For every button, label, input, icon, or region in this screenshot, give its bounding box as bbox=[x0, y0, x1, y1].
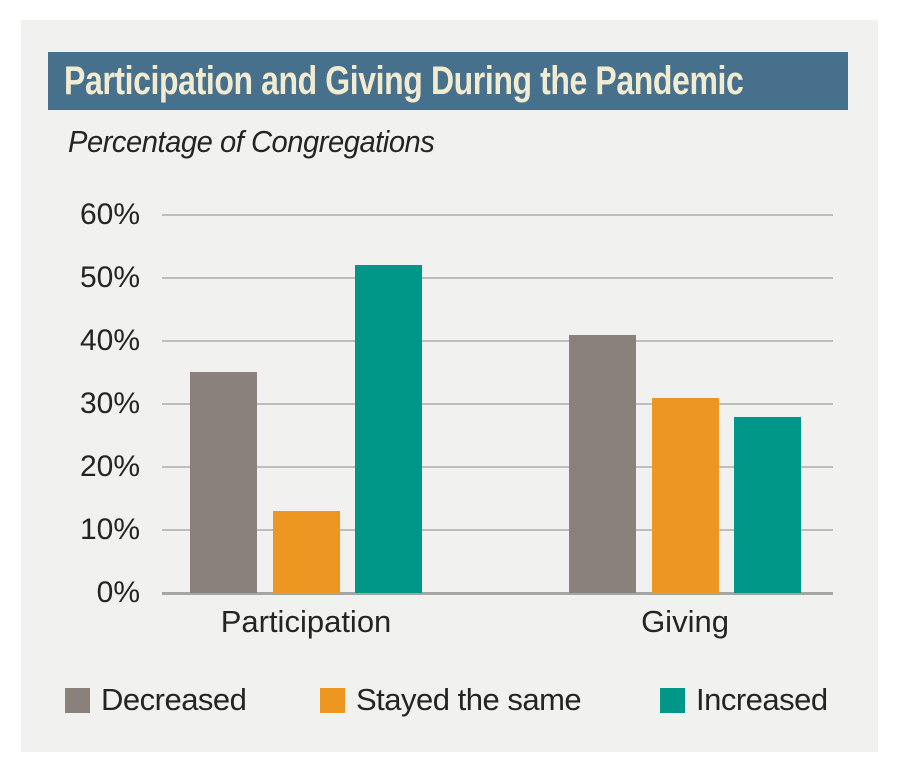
gridline-40 bbox=[162, 340, 833, 342]
y-tick-label-60: 60% bbox=[79, 198, 140, 231]
bar-participation-stayed-the-same bbox=[272, 511, 340, 593]
bar-giving-stayed-the-same bbox=[651, 398, 719, 593]
plot-area bbox=[162, 214, 833, 595]
legend-swatch-increased bbox=[660, 687, 685, 713]
legend-item-increased: Increased bbox=[660, 682, 828, 718]
gridline-10 bbox=[162, 529, 833, 531]
chart-panel: Participation and Giving During the Pand… bbox=[21, 20, 878, 752]
chart-subtitle: Percentage of Congregations bbox=[68, 124, 435, 159]
bar-giving-increased bbox=[734, 417, 801, 593]
title-banner: Participation and Giving During the Pand… bbox=[48, 52, 848, 110]
bar-participation-decreased bbox=[190, 372, 257, 593]
y-tick-label-40: 40% bbox=[79, 324, 140, 357]
y-tick-label-0: 0% bbox=[96, 576, 140, 609]
y-tick-label-50: 50% bbox=[79, 261, 140, 294]
gridline-50 bbox=[162, 277, 833, 279]
legend-swatch-stayed-the-same bbox=[320, 687, 345, 713]
gridline-20 bbox=[162, 466, 833, 468]
x-category-label-participation: Participation bbox=[220, 604, 392, 639]
x-axis-line bbox=[162, 592, 833, 595]
legend-swatch-decreased bbox=[65, 687, 90, 713]
y-tick-label-10: 10% bbox=[79, 513, 140, 546]
y-tick-label-30: 30% bbox=[79, 387, 140, 420]
y-tick-label-20: 20% bbox=[79, 450, 140, 483]
bar-participation-increased bbox=[355, 265, 422, 593]
legend-label-decreased: Decreased bbox=[101, 682, 247, 717]
bar-giving-decreased bbox=[569, 335, 636, 593]
chart-title: Participation and Giving During the Pand… bbox=[64, 58, 744, 103]
legend-label-increased: Increased bbox=[696, 682, 828, 717]
legend-item-decreased: Decreased bbox=[65, 682, 247, 718]
gridline-30 bbox=[162, 403, 833, 405]
legend-label-stayed-the-same: Stayed the same bbox=[356, 682, 582, 717]
legend-item-stayed-the-same: Stayed the same bbox=[320, 682, 582, 718]
x-category-label-giving: Giving bbox=[641, 604, 729, 639]
gridline-60 bbox=[162, 214, 833, 216]
